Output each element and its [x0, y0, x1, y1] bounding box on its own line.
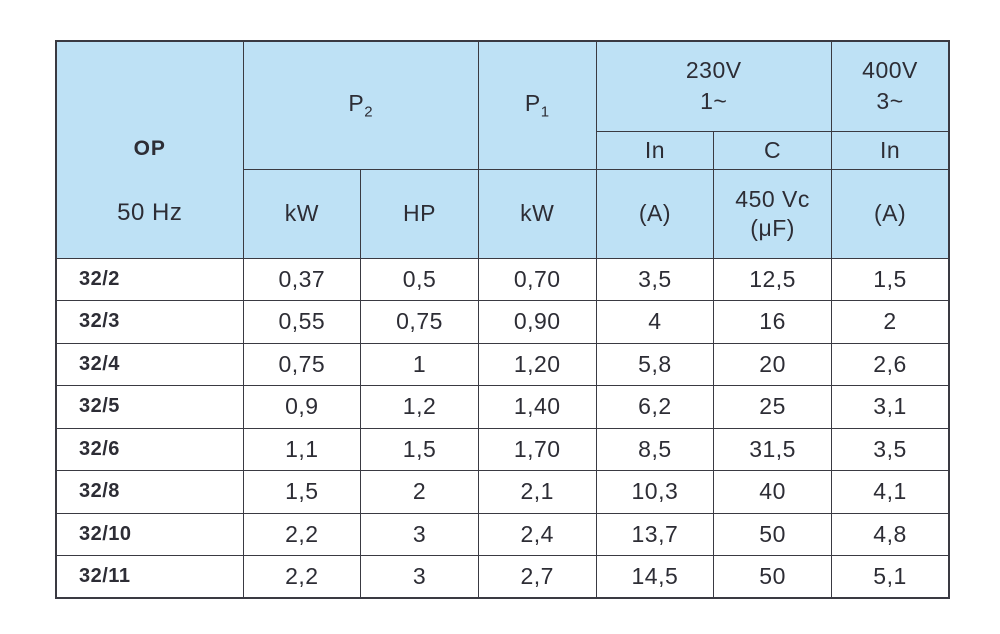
- p2-kw-unit-cell: kW: [242, 168, 362, 259]
- row-label-cell: 32/8: [55, 470, 244, 514]
- p1-kw-cell: 0,70: [477, 257, 597, 301]
- p1-kw-cell: 2,7: [477, 555, 597, 599]
- voltage-230-label: 230V: [685, 57, 742, 84]
- table-body: 32/2 0,37 0,5 0,70 3,5 12,5 1,5 32/3 0,5…: [55, 257, 950, 599]
- row-label-cell: 32/3: [55, 300, 244, 344]
- p1-kw-cell: 2,4: [477, 512, 597, 556]
- capacitor-cell: 50: [713, 512, 832, 556]
- table-row: 32/2 0,37 0,5 0,70 3,5 12,5 1,5: [55, 257, 950, 301]
- phase-3-label: 3~: [876, 88, 904, 115]
- capacitor-voltage-label: 450 Vc: [735, 185, 810, 212]
- p2-kw-cell: 1,5: [242, 470, 362, 514]
- table-row: 32/10 2,2 3 2,4 13,7 50 4,8: [55, 512, 950, 556]
- row-label-cell: 32/5: [55, 385, 244, 429]
- in-400-cell: 3,1: [830, 385, 950, 429]
- p2-kw-cell: 0,37: [242, 257, 362, 301]
- p1-header-cell: P1: [477, 40, 597, 170]
- in-400-cell: 1,5: [830, 257, 950, 301]
- voltage-400-header-cell: 400V 3~: [830, 40, 950, 132]
- p2-kw-cell: 2,2: [242, 512, 362, 556]
- capacitor-unit-cell: 450 Vc (μF): [713, 168, 832, 259]
- capacitor-cell: 20: [713, 342, 832, 386]
- in-400-cell: 3,5: [830, 427, 950, 471]
- in-230-cell: 3,5: [595, 257, 715, 301]
- row-label-cell: 32/10: [55, 512, 244, 556]
- capacitor-cell: 50: [713, 555, 832, 599]
- p2-subscript: 2: [364, 103, 374, 121]
- in-230-cell: 14,5: [595, 555, 715, 599]
- capacitor-cell: 16: [713, 300, 832, 344]
- phase-1-label: 1~: [700, 88, 728, 115]
- p1-kw-unit-cell: kW: [477, 168, 597, 259]
- in-230-cell: 10,3: [595, 470, 715, 514]
- in-230-unit-cell: (A): [595, 168, 715, 259]
- row-label-cell: 32/2: [55, 257, 244, 301]
- in-400-cell: 5,1: [830, 555, 950, 599]
- in-400-header-cell: In: [830, 130, 950, 170]
- p2-hp-cell: 0,5: [360, 257, 479, 301]
- table-row: 32/3 0,55 0,75 0,90 4 16 2: [55, 300, 950, 344]
- row-label-cell: 32/6: [55, 427, 244, 471]
- p2-hp-cell: 1: [360, 342, 479, 386]
- p1-kw-cell: 1,20: [477, 342, 597, 386]
- table-row: 32/8 1,5 2 2,1 10,3 40 4,1: [55, 470, 950, 514]
- capacitor-cell: 25: [713, 385, 832, 429]
- table-row: 32/6 1,1 1,5 1,70 8,5 31,5 3,5: [55, 427, 950, 471]
- in-230-cell: 8,5: [595, 427, 715, 471]
- p2-kw-cell: 0,55: [242, 300, 362, 344]
- p2-hp-unit-cell: HP: [360, 168, 479, 259]
- in-230-header-cell: In: [595, 130, 715, 170]
- in-230-cell: 5,8: [595, 342, 715, 386]
- p2-hp-cell: 3: [360, 512, 479, 556]
- voltage-230-header-cell: 230V 1~: [595, 40, 832, 132]
- p2-kw-cell: 0,9: [242, 385, 362, 429]
- motor-spec-table: OP 50 Hz P2 P1 230V 1~ 400V 3~: [55, 40, 951, 599]
- capacitor-cell: 12,5: [713, 257, 832, 301]
- voltage-400-label: 400V: [862, 57, 918, 84]
- p2-kw-cell: 1,1: [242, 427, 362, 471]
- p1-subscript: 1: [540, 103, 550, 121]
- p1-kw-cell: 0,90: [477, 300, 597, 344]
- p2-label: P: [348, 89, 365, 116]
- in-230-cell: 13,7: [595, 512, 715, 556]
- p2-hp-cell: 1,2: [360, 385, 479, 429]
- in-400-cell: 4,1: [830, 470, 950, 514]
- p1-label: P: [524, 89, 541, 116]
- p2-kw-cell: 0,75: [242, 342, 362, 386]
- p2-hp-cell: 0,75: [360, 300, 479, 344]
- in-400-cell: 4,8: [830, 512, 950, 556]
- in-400-cell: 2,6: [830, 342, 950, 386]
- p2-kw-cell: 2,2: [242, 555, 362, 599]
- table-row: 32/11 2,2 3 2,7 14,5 50 5,1: [55, 555, 950, 599]
- capacitor-uf-label: (μF): [750, 214, 795, 241]
- p1-kw-cell: 2,1: [477, 470, 597, 514]
- table-header: OP 50 Hz P2 P1 230V 1~ 400V 3~: [55, 40, 950, 259]
- p2-header-cell: P2: [242, 40, 479, 170]
- capacitor-cell: 31,5: [713, 427, 832, 471]
- in-400-unit-cell: (A): [830, 168, 950, 259]
- p2-hp-cell: 2: [360, 470, 479, 514]
- p2-hp-cell: 1,5: [360, 427, 479, 471]
- table-row: 32/5 0,9 1,2 1,40 6,2 25 3,1: [55, 385, 950, 429]
- row-label-cell: 32/4: [55, 342, 244, 386]
- row-label-cell: 32/11: [55, 555, 244, 599]
- p2-hp-cell: 3: [360, 555, 479, 599]
- table-row: 32/4 0,75 1 1,20 5,8 20 2,6: [55, 342, 950, 386]
- capacitor-header-cell: C: [713, 130, 832, 170]
- capacitor-cell: 40: [713, 470, 832, 514]
- p1-kw-cell: 1,40: [477, 385, 597, 429]
- in-230-cell: 6,2: [595, 385, 715, 429]
- op-label: OP: [133, 136, 166, 160]
- frequency-label: 50 Hz: [117, 198, 183, 226]
- in-230-cell: 4: [595, 300, 715, 344]
- in-400-cell: 2: [830, 300, 950, 344]
- p1-kw-cell: 1,70: [477, 427, 597, 471]
- op-freq-header-cell: OP 50 Hz: [55, 40, 244, 259]
